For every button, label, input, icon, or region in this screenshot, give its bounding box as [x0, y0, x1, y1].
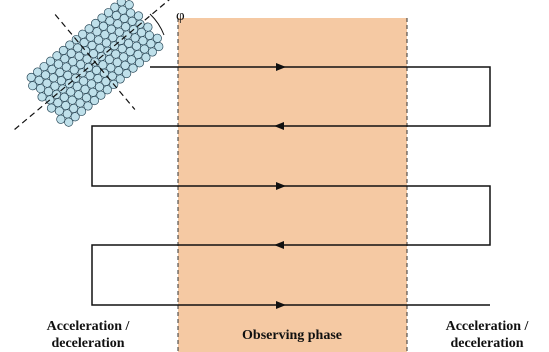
region-label: deceleration [450, 336, 523, 351]
angle-label: φ [176, 8, 185, 24]
diagram: φ Acceleration / deceleration Observing … [0, 0, 549, 352]
region-label: Observing phase [242, 328, 342, 343]
region-label: deceleration [51, 336, 124, 351]
region-label: Acceleration / [47, 319, 131, 334]
region-label: Acceleration / [446, 319, 530, 334]
observing-zone [178, 18, 407, 352]
page: φ Acceleration / deceleration Observing … [0, 0, 549, 352]
